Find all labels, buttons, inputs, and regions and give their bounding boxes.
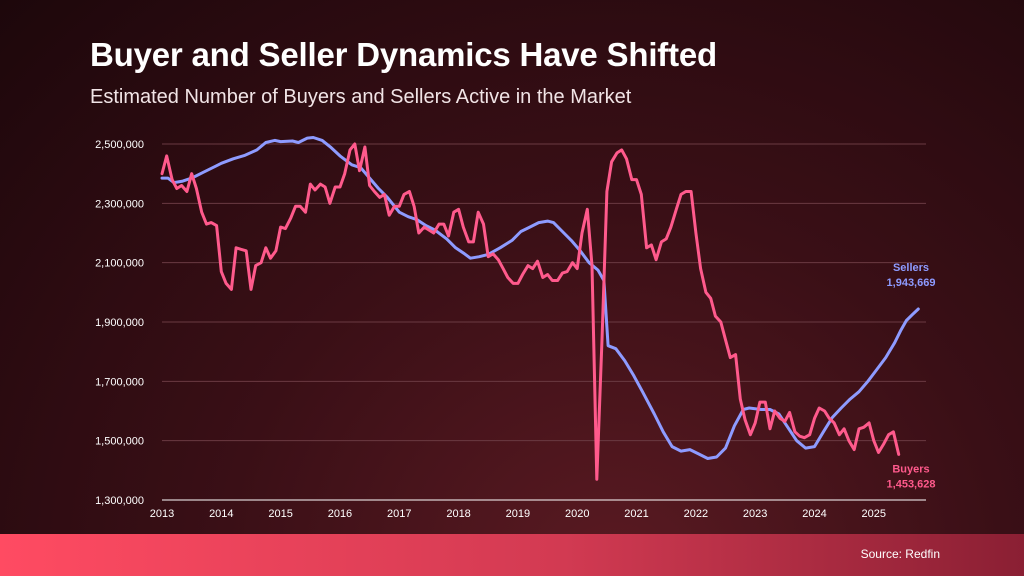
chart-title: Buyer and Seller Dynamics Have Shifted bbox=[90, 36, 717, 73]
x-tick-label: 2020 bbox=[565, 508, 589, 520]
y-tick-label: 1,300,000 bbox=[95, 495, 144, 507]
series-end-name-sellers: Sellers bbox=[893, 262, 929, 274]
x-tick-label: 2025 bbox=[862, 508, 886, 520]
x-tick-label: 2019 bbox=[506, 508, 530, 520]
y-tick-label: 2,300,000 bbox=[95, 198, 144, 210]
series-line-buyers bbox=[160, 142, 901, 481]
y-tick-label: 2,500,000 bbox=[95, 139, 144, 151]
series-end-name-buyers: Buyers bbox=[892, 463, 929, 475]
series-end-value-buyers: 1,453,628 bbox=[887, 478, 936, 490]
series-line-sellers bbox=[160, 136, 920, 460]
y-tick-label: 1,900,000 bbox=[95, 317, 144, 329]
x-tick-label: 2022 bbox=[684, 508, 708, 520]
series-end-value-sellers: 1,943,669 bbox=[887, 277, 936, 289]
x-tick-label: 2024 bbox=[802, 508, 826, 520]
x-tick-label: 2021 bbox=[624, 508, 648, 520]
x-tick-label: 2016 bbox=[328, 508, 352, 520]
line-chart: 1,300,000 1,500,000 1,700,000 1,900,000 2,10… bbox=[95, 136, 936, 520]
y-tick-label: 1,500,000 bbox=[95, 436, 144, 448]
y-tick-label: 1,700,000 bbox=[95, 376, 144, 388]
x-tick-label: 2014 bbox=[209, 508, 233, 520]
x-tick-label: 2023 bbox=[743, 508, 767, 520]
label-layer: 1,300,000 1,500,000 1,700,000 1,900,000 2,10… bbox=[95, 139, 935, 520]
y-tick-label: 2,100,000 bbox=[95, 258, 144, 270]
source-note: Source: Redfin bbox=[860, 547, 940, 561]
x-tick-label: 2018 bbox=[446, 508, 470, 520]
chart-subtitle: Estimated Number of Buyers and Sellers A… bbox=[90, 86, 632, 108]
footer-bar: Source: Redfin bbox=[0, 534, 1024, 576]
x-tick-label: 2015 bbox=[268, 508, 292, 520]
series-layer bbox=[160, 136, 920, 481]
x-tick-label: 2017 bbox=[387, 508, 411, 520]
x-tick-label: 2013 bbox=[150, 508, 174, 520]
